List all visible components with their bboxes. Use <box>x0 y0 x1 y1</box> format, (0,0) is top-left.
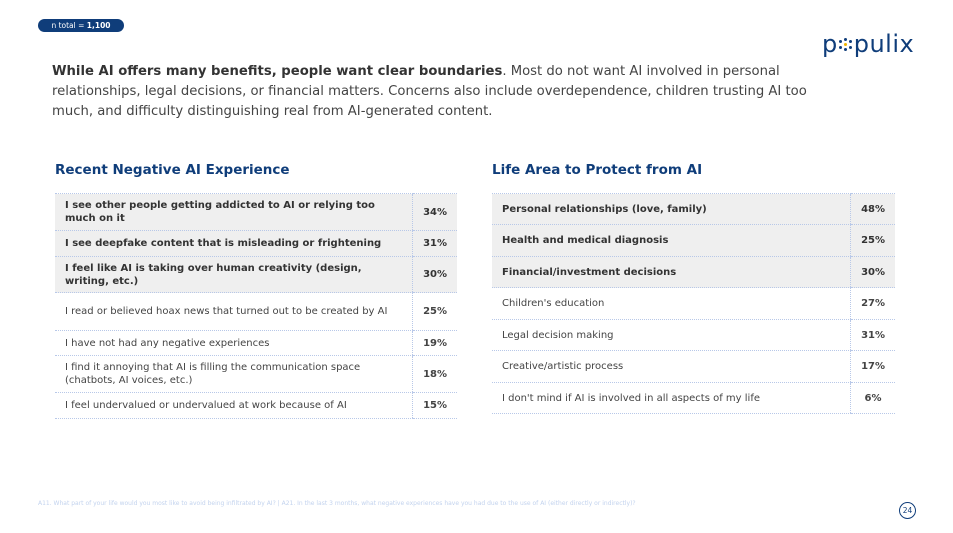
table-row: I don't mind if AI is involved in all as… <box>492 382 895 414</box>
table-row: I see other people getting addicted to A… <box>55 193 457 231</box>
row-label: Creative/artistic process <box>492 350 851 383</box>
footnote: A11. What part of your life would you mo… <box>38 500 636 507</box>
populix-logo: p pulix <box>822 30 914 58</box>
row-value: 18% <box>412 355 457 393</box>
intro-text: While AI offers many benefits, people wa… <box>52 62 812 122</box>
row-label: I feel like AI is taking over human crea… <box>55 256 413 293</box>
row-label: I see deepfake content that is misleadin… <box>55 230 413 257</box>
row-label: Legal decision making <box>492 319 851 351</box>
row-value: 15% <box>412 392 457 419</box>
row-value: 31% <box>412 230 457 257</box>
table-row: Personal relationships (love, family) 48% <box>492 193 895 225</box>
row-label: I don't mind if AI is involved in all as… <box>492 382 851 414</box>
logo-text: p <box>822 30 838 58</box>
row-value: 6% <box>850 382 895 414</box>
table-row: I see deepfake content that is misleadin… <box>55 230 457 257</box>
row-label: I see other people getting addicted to A… <box>55 193 413 231</box>
row-label: I have not had any negative experiences <box>55 330 413 356</box>
intro-rest: . Most do not want AI involved in person… <box>52 64 807 119</box>
row-label: Financial/investment decisions <box>492 256 851 288</box>
page-number: 24 <box>899 502 916 519</box>
row-value: 25% <box>850 224 895 257</box>
table-row: Creative/artistic process 17% <box>492 350 895 383</box>
right-table-title: Life Area to Protect from AI <box>492 162 703 178</box>
logo-dots-icon <box>838 37 854 53</box>
logo-text: pulix <box>853 30 915 58</box>
row-value: 25% <box>412 292 457 331</box>
protect-area-table: Personal relationships (love, family) 48%… <box>492 193 895 414</box>
row-value: 30% <box>850 256 895 288</box>
row-label: Personal relationships (love, family) <box>492 193 851 225</box>
table-row: I feel like AI is taking over human crea… <box>55 256 457 293</box>
badge-label: n total = <box>51 21 87 30</box>
badge-value: 1,100 <box>86 21 111 30</box>
row-value: 19% <box>412 330 457 356</box>
sample-size-badge: n total = 1,100 <box>38 19 124 32</box>
negative-experience-table: I see other people getting addicted to A… <box>55 193 457 419</box>
table-row: I feel undervalued or undervalued at wor… <box>55 392 457 419</box>
left-table-title: Recent Negative AI Experience <box>55 162 290 178</box>
row-label: Health and medical diagnosis <box>492 224 851 257</box>
table-row: I read or believed hoax news that turned… <box>55 292 457 331</box>
table-row: Financial/investment decisions 30% <box>492 256 895 288</box>
row-label: I read or believed hoax news that turned… <box>55 292 413 331</box>
row-value: 30% <box>412 256 457 293</box>
row-value: 34% <box>412 193 457 231</box>
table-row: Legal decision making 31% <box>492 319 895 351</box>
row-value: 48% <box>850 193 895 225</box>
row-value: 27% <box>850 287 895 320</box>
table-row: Health and medical diagnosis 25% <box>492 224 895 257</box>
table-row: Children's education 27% <box>492 287 895 320</box>
row-label: Children's education <box>492 287 851 320</box>
table-row: I have not had any negative experiences 1… <box>55 330 457 356</box>
row-label: I find it annoying that AI is filling th… <box>55 355 413 393</box>
row-value: 17% <box>850 350 895 383</box>
table-row: I find it annoying that AI is filling th… <box>55 355 457 393</box>
row-label: I feel undervalued or undervalued at wor… <box>55 392 413 419</box>
row-value: 31% <box>850 319 895 351</box>
intro-bold: While AI offers many benefits, people wa… <box>52 64 503 79</box>
